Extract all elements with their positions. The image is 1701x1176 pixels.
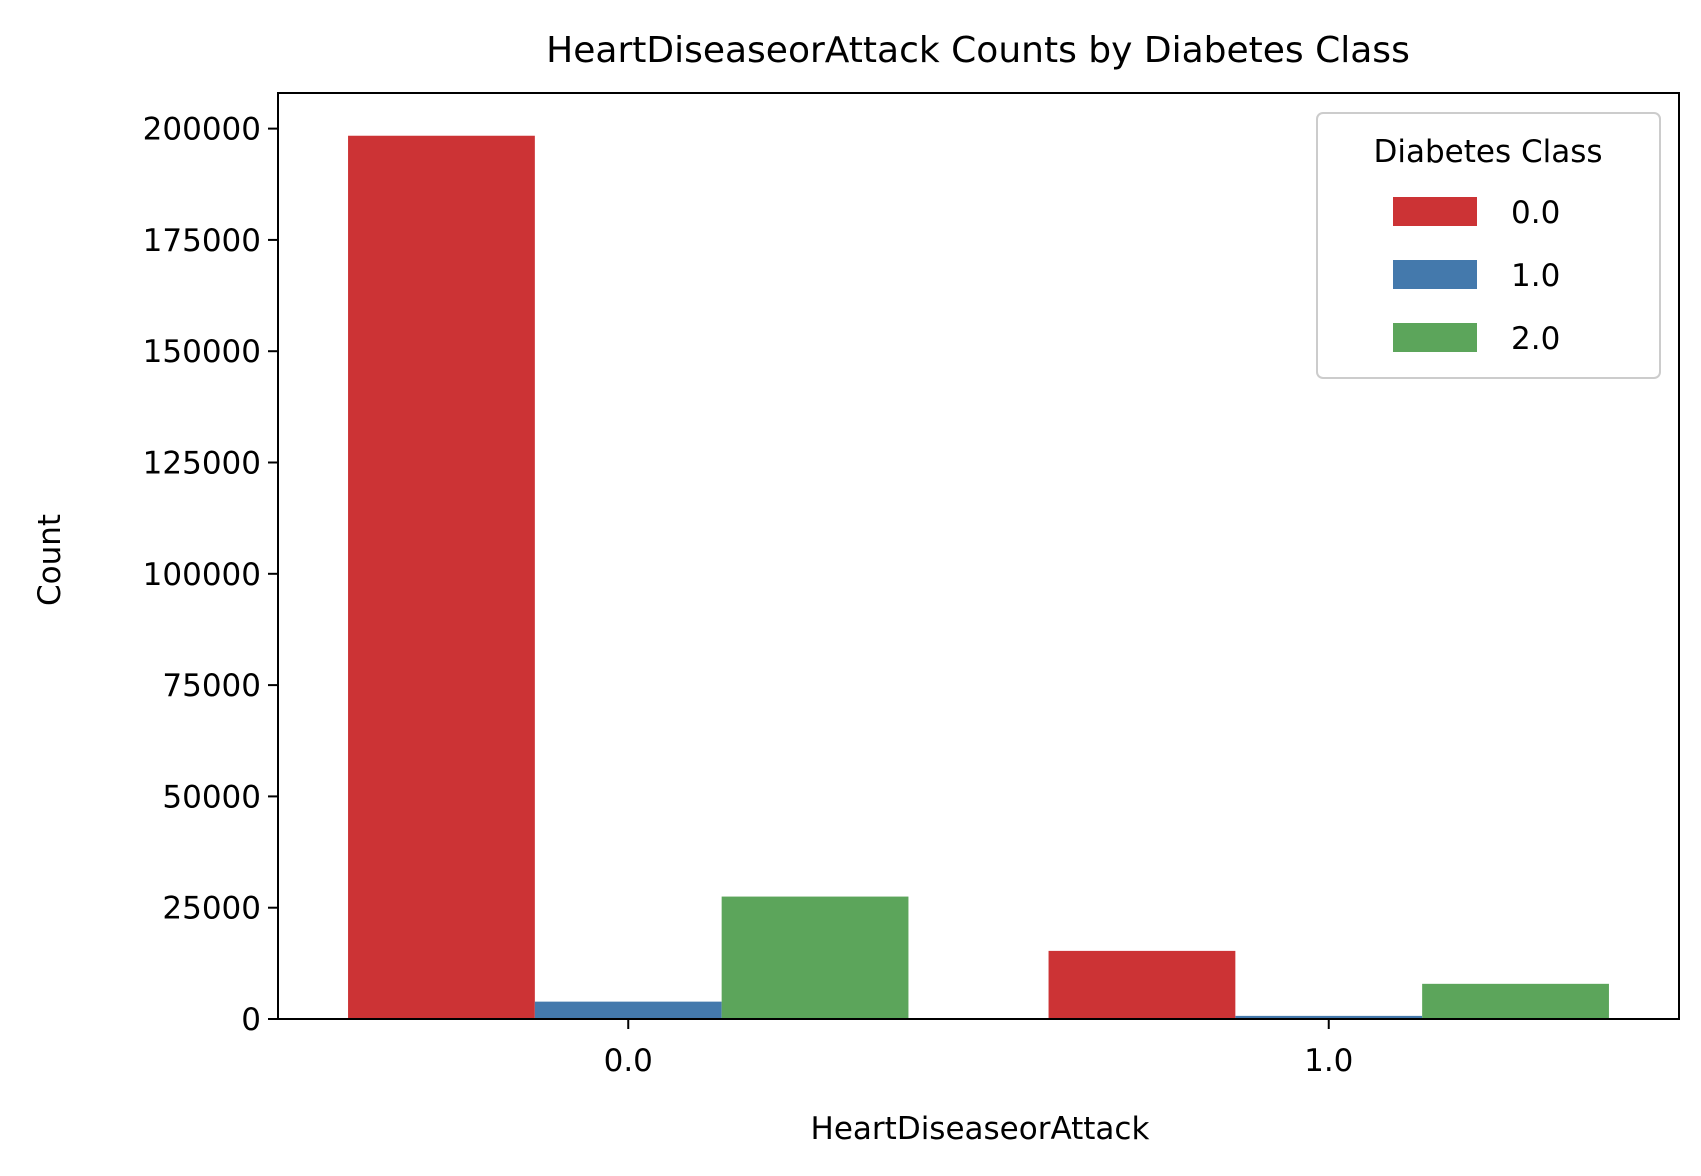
legend-items: 0.0 1.0 2.0 (1393, 195, 1560, 357)
bar-0.0-class-2.0 (721, 896, 909, 1019)
x-tick-label: 1.0 (1304, 1043, 1353, 1079)
legend-swatch-0.0 (1393, 197, 1477, 226)
bar-1.0-class-2.0 (1422, 983, 1609, 1019)
chart-title: HeartDiseaseorAttack Counts by Diabetes … (546, 30, 1410, 71)
x-axis-title: HeartDiseaseorAttack (811, 1111, 1150, 1147)
y-tick-label: 75000 (162, 668, 261, 704)
legend: Diabetes Class 0.0 1.0 2.0 (1316, 112, 1661, 379)
bar-1.0-class-1.0 (1235, 1015, 1423, 1019)
y-tick-label: 150000 (143, 334, 261, 370)
legend-swatch-2.0 (1393, 323, 1477, 352)
y-tick-label: 25000 (162, 891, 261, 927)
y-tick-label: 100000 (143, 557, 261, 593)
legend-label-0.0: 0.0 (1511, 195, 1560, 231)
y-axis: 0 25000 50000 75000 100000 125000 150000 175000… (143, 112, 278, 1038)
y-tick-label: 0 (241, 1002, 261, 1038)
x-tick-label: 0.0 (604, 1043, 653, 1079)
legend-label-1.0: 1.0 (1511, 258, 1560, 294)
bar-0.0-class-0.0 (348, 135, 535, 1019)
bar-0.0-class-1.0 (534, 1001, 722, 1019)
x-axis: 0.0 1.0 (604, 1019, 1353, 1079)
y-tick-label: 50000 (162, 779, 261, 815)
y-tick-label: 175000 (143, 223, 261, 259)
legend-box (1316, 112, 1661, 379)
plot-frame (277, 92, 1680, 1020)
legend-title: Diabetes Class (1373, 134, 1602, 170)
bars-layer (348, 135, 1609, 1019)
y-tick-label: 125000 (143, 446, 261, 482)
legend-label-2.0: 2.0 (1511, 321, 1560, 357)
y-axis-title: Count (32, 514, 68, 606)
legend-swatch-1.0 (1393, 260, 1477, 289)
bar-1.0-class-0.0 (1048, 950, 1236, 1019)
y-tick-label: 200000 (143, 112, 261, 148)
